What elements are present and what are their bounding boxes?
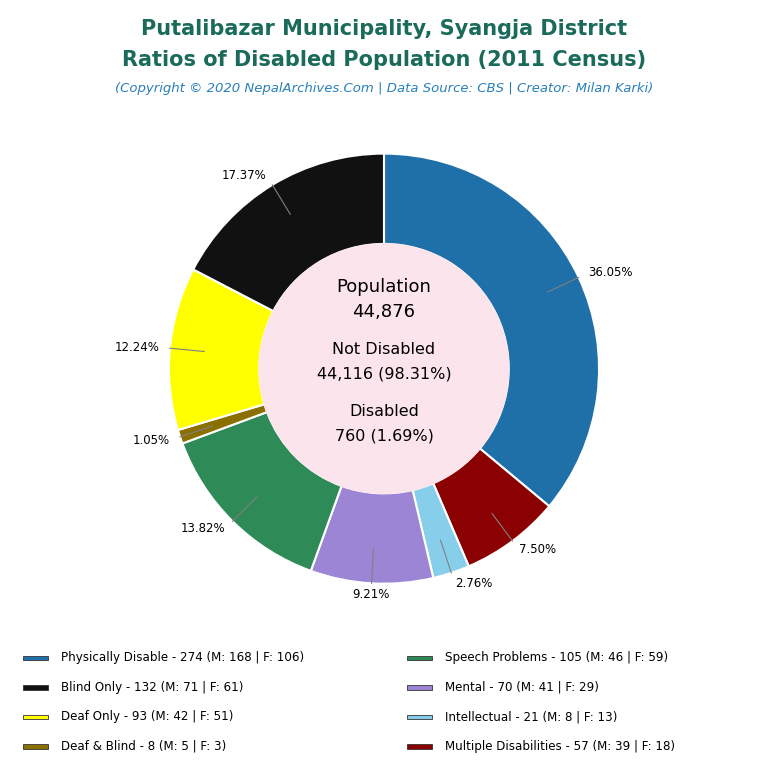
Bar <box>23 656 48 660</box>
Text: 17.37%: 17.37% <box>222 169 266 182</box>
Bar <box>407 715 432 719</box>
Bar <box>407 685 432 690</box>
Text: 36.05%: 36.05% <box>588 266 633 280</box>
Text: Deaf Only - 93 (M: 42 | F: 51): Deaf Only - 93 (M: 42 | F: 51) <box>61 710 233 723</box>
Text: 44,116 (98.31%): 44,116 (98.31%) <box>316 366 452 382</box>
Text: 12.24%: 12.24% <box>114 341 159 354</box>
Wedge shape <box>194 154 384 311</box>
Text: 13.82%: 13.82% <box>180 522 225 535</box>
Text: 44,876: 44,876 <box>353 303 415 321</box>
Circle shape <box>260 244 508 493</box>
Bar <box>407 744 432 749</box>
Wedge shape <box>412 483 468 578</box>
Wedge shape <box>183 412 342 571</box>
Bar <box>407 656 432 660</box>
Text: Disabled: Disabled <box>349 404 419 419</box>
Text: (Copyright © 2020 NepalArchives.Com | Data Source: CBS | Creator: Milan Karki): (Copyright © 2020 NepalArchives.Com | Da… <box>115 82 653 95</box>
Text: 2.76%: 2.76% <box>455 577 492 590</box>
Wedge shape <box>384 154 599 506</box>
Text: 9.21%: 9.21% <box>353 588 389 601</box>
Bar <box>23 744 48 749</box>
Text: Not Disabled: Not Disabled <box>333 342 435 357</box>
Text: Physically Disable - 274 (M: 168 | F: 106): Physically Disable - 274 (M: 168 | F: 10… <box>61 651 305 664</box>
Text: Ratios of Disabled Population (2011 Census): Ratios of Disabled Population (2011 Cens… <box>122 50 646 70</box>
Text: Multiple Disabilities - 57 (M: 39 | F: 18): Multiple Disabilities - 57 (M: 39 | F: 1… <box>445 740 675 753</box>
Text: 1.05%: 1.05% <box>133 434 170 447</box>
Text: Intellectual - 21 (M: 8 | F: 13): Intellectual - 21 (M: 8 | F: 13) <box>445 710 617 723</box>
Text: 7.50%: 7.50% <box>519 543 556 556</box>
Wedge shape <box>178 404 267 443</box>
Wedge shape <box>311 486 433 584</box>
Text: Putalibazar Municipality, Syangja District: Putalibazar Municipality, Syangja Distri… <box>141 19 627 39</box>
Text: Deaf & Blind - 8 (M: 5 | F: 3): Deaf & Blind - 8 (M: 5 | F: 3) <box>61 740 227 753</box>
Text: Speech Problems - 105 (M: 46 | F: 59): Speech Problems - 105 (M: 46 | F: 59) <box>445 651 669 664</box>
Text: Mental - 70 (M: 41 | F: 29): Mental - 70 (M: 41 | F: 29) <box>445 681 599 694</box>
Text: Blind Only - 132 (M: 71 | F: 61): Blind Only - 132 (M: 71 | F: 61) <box>61 681 243 694</box>
Text: Population: Population <box>336 278 432 296</box>
Text: 760 (1.69%): 760 (1.69%) <box>335 429 433 444</box>
Wedge shape <box>169 270 273 430</box>
Bar <box>23 685 48 690</box>
Wedge shape <box>433 449 549 566</box>
Bar <box>23 715 48 719</box>
